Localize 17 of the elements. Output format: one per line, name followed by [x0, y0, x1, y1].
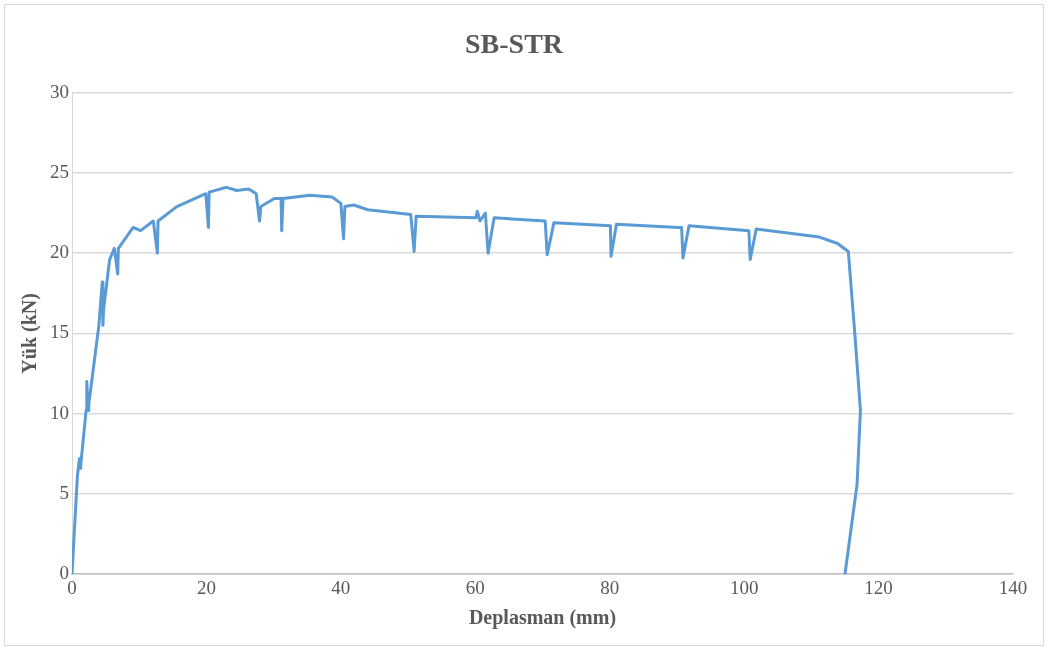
y-tick-label: 30 — [50, 80, 69, 102]
x-tick-label: 120 — [864, 576, 893, 598]
x-tick-label: 20 — [196, 576, 216, 598]
y-tick-label: 25 — [50, 160, 69, 182]
y-tick-label: 5 — [59, 481, 69, 503]
x-tick-label: 80 — [600, 576, 620, 598]
chart-title: SB-STR — [464, 28, 564, 60]
y-tick-label: 20 — [50, 241, 69, 263]
x-tick-label: 40 — [331, 576, 351, 598]
x-tick-label: 60 — [465, 576, 485, 598]
x-tick-label: 100 — [729, 576, 759, 598]
y-tick-label: 0 — [59, 562, 69, 584]
x-tick-label: 140 — [998, 576, 1028, 598]
x-axis-title: Deplasman (mm) — [468, 606, 617, 630]
y-axis-title: Yük (kN) — [18, 293, 42, 374]
y-tick-label: 10 — [50, 401, 69, 423]
y-tick-label: 15 — [50, 321, 69, 343]
